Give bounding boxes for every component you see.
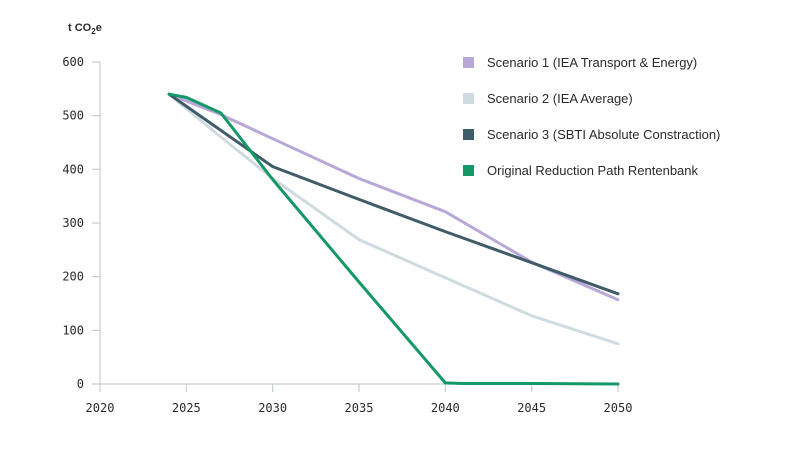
- x-tick-label: 2045: [517, 401, 546, 415]
- legend-swatch-3: [463, 129, 474, 140]
- legend: Scenario 1 (IEA Transport & Energy) Scena…: [463, 55, 720, 178]
- legend-label-4: Original Reduction Path Rentenbank: [487, 163, 699, 178]
- series-line-2: [167, 92, 620, 346]
- legend-label-2: Scenario 2 (IEA Average): [487, 91, 633, 106]
- legend-swatch-1: [463, 57, 474, 68]
- x-tick-label: 2020: [86, 401, 115, 415]
- legend-swatch-4: [463, 165, 474, 176]
- y-tick-label: 400: [62, 162, 84, 176]
- y-tick-label: 0: [77, 377, 84, 391]
- y-axis-unit-label: t CO2e: [68, 22, 102, 36]
- y-tick-label: 200: [62, 270, 84, 284]
- legend-label-1: Scenario 1 (IEA Transport & Energy): [487, 55, 697, 70]
- x-tick-label: 2035: [345, 401, 374, 415]
- series-line-3: [167, 92, 620, 296]
- x-tick-label: 2025: [172, 401, 201, 415]
- x-tick-label: 2050: [604, 401, 633, 415]
- y-tick-label: 600: [62, 55, 84, 69]
- series-layer: [167, 92, 620, 386]
- x-tick-label: 2030: [258, 401, 287, 415]
- y-tick-label: 300: [62, 216, 84, 230]
- legend-label-3: Scenario 3 (SBTI Absolute Constraction): [487, 127, 720, 142]
- axes: 0 100 200 300 400 500 600 2020 2025 2030 2035 2040 2…: [62, 55, 632, 415]
- y-tick-label: 100: [62, 323, 84, 337]
- legend-swatch-2: [463, 93, 474, 104]
- y-tick-label: 500: [62, 109, 84, 123]
- x-tick-label: 2040: [431, 401, 460, 415]
- series-line-4: [167, 92, 620, 386]
